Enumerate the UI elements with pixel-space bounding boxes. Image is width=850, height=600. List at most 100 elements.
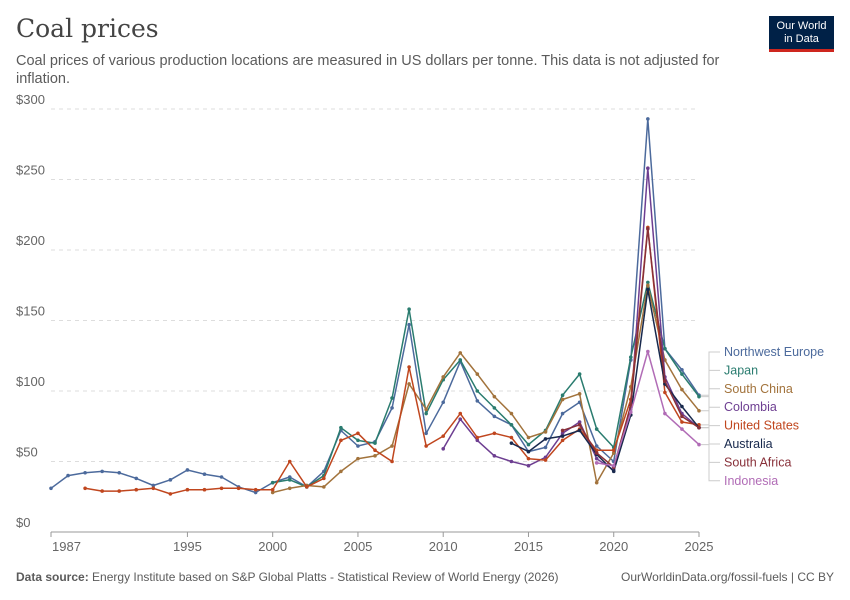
data-point[interactable] xyxy=(577,392,582,396)
data-point[interactable] xyxy=(611,448,616,453)
data-point[interactable] xyxy=(492,394,497,399)
data-point[interactable] xyxy=(424,444,428,448)
data-point[interactable] xyxy=(611,451,616,455)
data-point[interactable] xyxy=(509,441,514,445)
data-point[interactable] xyxy=(322,485,326,489)
data-point[interactable] xyxy=(100,489,104,493)
data-point[interactable] xyxy=(441,400,446,405)
data-point[interactable] xyxy=(202,472,207,476)
data-point[interactable] xyxy=(628,355,633,359)
data-point[interactable] xyxy=(287,475,292,479)
data-point[interactable] xyxy=(441,434,446,438)
data-point[interactable] xyxy=(424,431,428,436)
data-point[interactable] xyxy=(697,442,701,447)
data-point[interactable] xyxy=(49,486,53,491)
data-point[interactable] xyxy=(509,435,514,440)
legend-label[interactable]: Indonesia xyxy=(724,474,778,488)
data-point[interactable] xyxy=(458,417,463,422)
data-point[interactable] xyxy=(663,390,667,395)
data-point[interactable] xyxy=(526,456,531,461)
data-point[interactable] xyxy=(543,458,548,462)
data-point[interactable] xyxy=(322,476,326,481)
data-point[interactable] xyxy=(594,456,599,461)
data-point[interactable] xyxy=(287,459,292,464)
data-point[interactable] xyxy=(646,166,650,171)
data-point[interactable] xyxy=(287,478,292,482)
data-point[interactable] xyxy=(680,404,684,409)
data-point[interactable] xyxy=(219,475,224,479)
data-point[interactable] xyxy=(475,389,480,393)
data-point[interactable] xyxy=(424,411,428,416)
data-point[interactable] xyxy=(356,444,360,448)
data-point[interactable] xyxy=(594,480,599,485)
data-point[interactable] xyxy=(339,469,343,474)
data-point[interactable] xyxy=(356,431,360,436)
data-point[interactable] xyxy=(424,407,428,412)
data-point[interactable] xyxy=(611,463,616,468)
data-point[interactable] xyxy=(270,490,275,495)
series-line[interactable] xyxy=(442,167,700,471)
data-point[interactable] xyxy=(390,459,394,464)
data-point[interactable] xyxy=(100,469,104,474)
data-point[interactable] xyxy=(646,349,650,354)
data-point[interactable] xyxy=(577,372,582,376)
legend-label[interactable]: United States xyxy=(724,419,799,433)
data-point[interactable] xyxy=(151,483,156,488)
data-point[interactable] xyxy=(680,427,684,431)
data-point[interactable] xyxy=(560,411,565,416)
data-point[interactable] xyxy=(390,444,394,448)
data-point[interactable] xyxy=(560,428,565,433)
data-point[interactable] xyxy=(475,438,480,443)
data-point[interactable] xyxy=(373,448,377,453)
series-line[interactable] xyxy=(84,226,700,495)
data-point[interactable] xyxy=(458,358,463,362)
data-point[interactable] xyxy=(543,430,548,434)
data-point[interactable] xyxy=(646,283,650,288)
data-point[interactable] xyxy=(543,437,548,441)
data-point[interactable] xyxy=(560,431,565,436)
data-point[interactable] xyxy=(441,447,446,451)
series-line[interactable] xyxy=(272,281,700,488)
data-point[interactable] xyxy=(407,365,411,369)
data-point[interactable] xyxy=(168,478,173,482)
data-point[interactable] xyxy=(646,280,650,285)
owid-logo[interactable]: Our World in Data xyxy=(769,16,834,52)
data-point[interactable] xyxy=(560,434,565,438)
data-point[interactable] xyxy=(526,442,531,447)
data-point[interactable] xyxy=(117,489,122,493)
data-point[interactable] xyxy=(492,414,497,419)
data-point[interactable] xyxy=(151,486,156,491)
data-point[interactable] xyxy=(543,445,548,450)
data-point[interactable] xyxy=(356,438,360,443)
data-point[interactable] xyxy=(526,463,531,468)
legend-label[interactable]: Northwest Europe xyxy=(724,345,824,359)
data-point[interactable] xyxy=(407,322,411,327)
data-point[interactable] xyxy=(560,397,565,402)
data-point[interactable] xyxy=(594,451,599,455)
data-point[interactable] xyxy=(185,468,190,472)
data-point[interactable] xyxy=(680,414,684,419)
data-point[interactable] xyxy=(390,396,394,400)
data-point[interactable] xyxy=(83,486,87,491)
data-point[interactable] xyxy=(219,486,224,491)
data-point[interactable] xyxy=(594,427,599,431)
data-point[interactable] xyxy=(577,420,582,424)
data-point[interactable] xyxy=(697,408,701,413)
data-point[interactable] xyxy=(646,227,650,231)
data-point[interactable] xyxy=(185,487,190,492)
legend-label[interactable]: Japan xyxy=(724,363,758,377)
data-point[interactable] xyxy=(697,425,701,430)
legend-label[interactable]: South China xyxy=(724,382,793,396)
data-point[interactable] xyxy=(526,449,531,454)
data-point[interactable] xyxy=(560,438,565,443)
data-point[interactable] xyxy=(441,375,446,379)
data-point[interactable] xyxy=(458,351,463,355)
legend-label[interactable]: South Africa xyxy=(724,455,791,469)
data-point[interactable] xyxy=(680,420,684,424)
data-point[interactable] xyxy=(646,287,650,292)
data-point[interactable] xyxy=(680,387,684,392)
data-point[interactable] xyxy=(134,487,139,492)
data-point[interactable] xyxy=(680,368,684,372)
data-point[interactable] xyxy=(373,441,377,445)
data-point[interactable] xyxy=(458,411,463,416)
